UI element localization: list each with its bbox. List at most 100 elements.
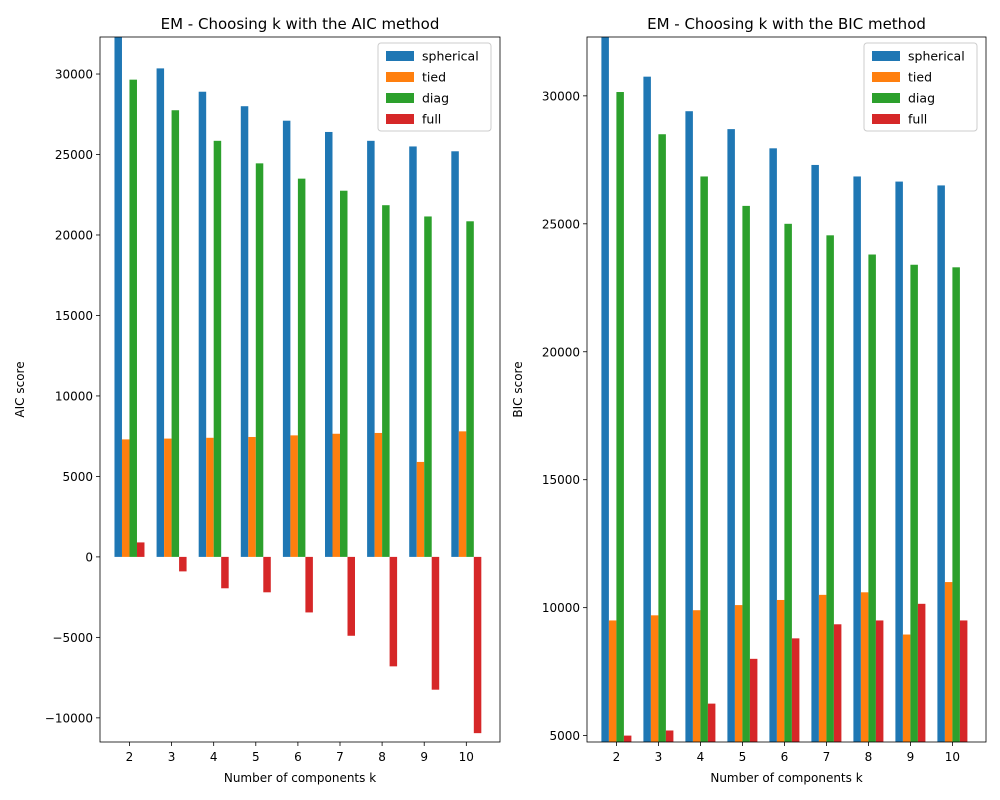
bar-diag-k2: [129, 79, 137, 557]
legend-swatch-tied: [872, 72, 900, 82]
bar-tied-k10: [944, 582, 953, 742]
x-tick-label: 10: [459, 750, 474, 764]
legend: spherical tied diag full: [863, 42, 978, 132]
legend-swatch-full: [872, 114, 900, 124]
bar-spherical-k10: [937, 185, 945, 743]
y-tick-label: 30000: [55, 68, 93, 82]
bar-full-k7: [347, 556, 355, 636]
y-tick-label: −10000: [45, 711, 93, 725]
y-tick-label: 20000: [55, 228, 93, 242]
bar-tied-k7: [332, 433, 340, 557]
bar-spherical-k5: [240, 106, 249, 557]
y-tick-label: 5000: [62, 470, 93, 484]
legend-box: [377, 42, 492, 132]
bar-spherical-k8: [853, 176, 861, 743]
bar-spherical-k4: [685, 111, 693, 743]
bar-diag-k3: [658, 134, 666, 742]
legend-label-full: full: [908, 112, 927, 127]
bar-diag-k5: [742, 205, 750, 742]
legend-label-tied: tied: [422, 70, 446, 85]
y-tick-label: 20000: [542, 345, 580, 359]
bar-full-k2: [623, 735, 632, 742]
y-tick-label: 25000: [55, 148, 93, 162]
x-tick-label: 8: [865, 750, 873, 764]
bar-tied-k3: [650, 615, 659, 742]
bar-spherical-k7: [811, 164, 819, 742]
chart-panel-2: 2 3 4 5 6 7 8 9 10 5000 10000 15000 20000 25000 30000 E…: [511, 15, 987, 785]
bar-tied-k5: [734, 605, 743, 742]
plot-frame: [99, 36, 501, 743]
bar-tied-k6: [290, 435, 298, 557]
x-tick-label: 6: [294, 750, 302, 764]
bar-diag-k9: [424, 216, 432, 557]
x-tick-label: 2: [613, 750, 621, 764]
bar-full-k9: [917, 603, 926, 742]
x-tick-label: 3: [168, 750, 176, 764]
bar-full-k8: [875, 620, 884, 742]
bar-full-k10: [473, 556, 482, 734]
bar-full-k10: [959, 620, 968, 742]
bar-full-k5: [749, 658, 758, 742]
y-tick-label: 25000: [542, 217, 580, 231]
bar-tied-k10: [458, 431, 467, 557]
x-tick-label: 7: [823, 750, 831, 764]
x-tick-label: 7: [336, 750, 344, 764]
bar-full-k8: [389, 556, 398, 667]
bar-tied-k7: [818, 594, 827, 742]
bar-tied-k4: [206, 437, 214, 557]
bar-spherical-k6: [769, 148, 777, 742]
x-tick-label: 9: [420, 750, 428, 764]
x-tick-label: 3: [655, 750, 663, 764]
plot-frame: [586, 36, 987, 743]
bar-spherical-k3: [643, 76, 651, 742]
bar-diag-k3: [171, 110, 180, 557]
x-tick-label: 6: [781, 750, 789, 764]
x-axis-label: Number of components k: [224, 771, 376, 785]
bar-tied-k9: [416, 461, 425, 557]
chart-panel-1: 2 3 4 5 6 7 8 9 10 −10000 −5000 0 5000 10000 15000 2000…: [13, 15, 501, 785]
bar-spherical-k2: [114, 37, 122, 557]
x-axis-label: Number of components k: [710, 771, 862, 785]
bar-full-k9: [431, 556, 440, 690]
x-tick-label: 4: [210, 750, 218, 764]
y-tick-label: 10000: [542, 601, 580, 615]
bar-full-k3: [179, 556, 187, 572]
bar-diag-k7: [826, 235, 834, 742]
y-tick-label: 5000: [549, 729, 580, 743]
y-axis-label: BIC score: [511, 361, 525, 417]
bar-tied-k2: [121, 439, 130, 557]
legend-swatch-spherical: [386, 51, 414, 61]
bar-spherical-k5: [727, 129, 735, 742]
x-tick-label: 4: [697, 750, 705, 764]
legend-label-tied: tied: [908, 70, 932, 85]
y-axis-label: AIC score: [13, 361, 27, 417]
bar-diag-k5: [255, 163, 264, 557]
bar-spherical-k3: [156, 68, 165, 557]
bar-tied-k6: [776, 599, 785, 742]
y-tick-label: −5000: [52, 631, 93, 645]
bar-diag-k7: [340, 190, 348, 557]
bar-diag-k8: [868, 254, 876, 742]
bar-spherical-k2: [601, 37, 609, 742]
x-tick-label: 8: [378, 750, 386, 764]
legend-label-full: full: [422, 112, 441, 127]
bar-tied-k2: [608, 620, 617, 742]
bar-diag-k2: [616, 92, 624, 743]
bar-diag-k10: [466, 221, 474, 557]
bar-full-k5: [263, 556, 271, 593]
legend-label-spherical: spherical: [422, 49, 479, 64]
legend-label-diag: diag: [908, 91, 935, 106]
bar-diag-k4: [700, 176, 708, 743]
bar-spherical-k6: [282, 120, 291, 557]
bar-diag-k8: [382, 205, 390, 557]
legend-swatch-spherical: [872, 51, 900, 61]
bar-full-k4: [707, 703, 716, 742]
bar-full-k4: [221, 556, 229, 589]
bar-diag-k6: [784, 223, 792, 743]
bar-diag-k10: [952, 267, 960, 742]
y-tick-label: 30000: [542, 89, 580, 103]
bar-spherical-k4: [198, 91, 207, 557]
chart-title: EM - Choosing k with the BIC method: [647, 15, 926, 33]
bar-spherical-k10: [451, 151, 459, 557]
bar-full-k6: [305, 556, 313, 613]
